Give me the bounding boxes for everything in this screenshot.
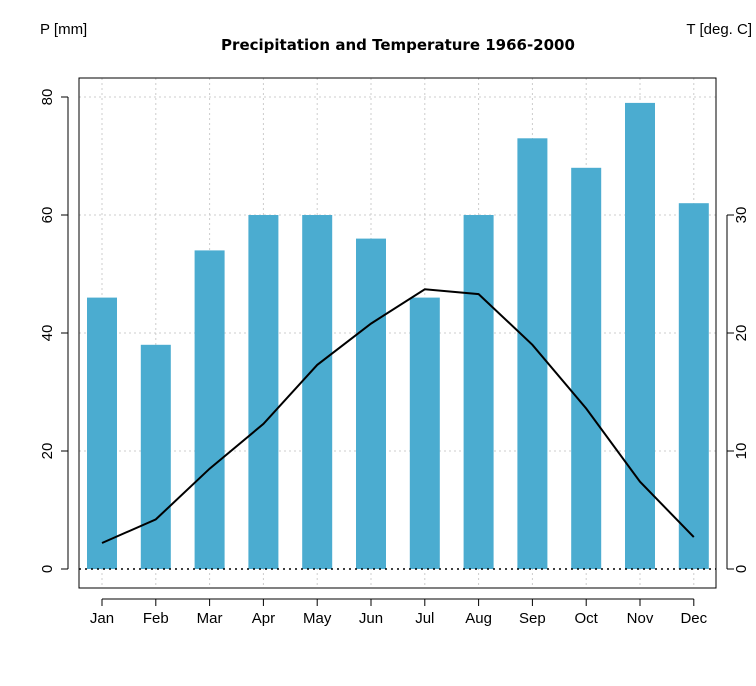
bar-feb [140, 344, 171, 569]
bar-sep [517, 138, 548, 570]
bar-jan [87, 297, 117, 569]
x-tick-label-apr: Apr [252, 610, 275, 627]
left-tick-label: 60 [39, 207, 56, 224]
x-tick-label-aug: Aug [465, 610, 492, 627]
bar-jul [409, 297, 440, 569]
left-axis-label: P [mm] [40, 21, 87, 38]
left-tick-label: 40 [39, 325, 56, 342]
bar-apr [248, 215, 279, 569]
x-tick-label-nov: Nov [627, 610, 654, 627]
left-axis: 0 20 40 60 80 [39, 89, 69, 573]
bar-dec [678, 203, 709, 569]
right-tick-label: 20 [733, 325, 750, 342]
precipitation-bars [87, 102, 709, 570]
left-tick-label: 80 [39, 89, 56, 106]
temperature-line [101, 288, 695, 544]
grid-lines [79, 78, 716, 588]
bar-nov [625, 102, 655, 570]
right-tick-label: 30 [733, 207, 750, 224]
x-tick-label-jan: Jan [90, 610, 114, 627]
bar-jun [356, 238, 386, 569]
x-tick-label-dec: Dec [680, 610, 707, 627]
x-tick-label-may: May [303, 610, 332, 627]
left-tick-label: 20 [39, 443, 56, 460]
right-axis-label: T [deg. C] [686, 21, 752, 38]
x-tick-label-mar: Mar [197, 610, 223, 627]
x-tick-label-oct: Oct [575, 610, 599, 627]
x-tick-label-jun: Jun [359, 610, 383, 627]
bar-mar [194, 250, 225, 569]
bar-aug [463, 215, 494, 569]
plot-frame [78, 77, 717, 589]
chart-title: Precipitation and Temperature 1966-2000 [221, 36, 575, 54]
x-axis: Jan Feb Mar Apr May Jun Jul Aug Sep Oct Nov Dec [90, 598, 708, 627]
x-tick-label-jul: Jul [415, 610, 434, 627]
x-tick-label-feb: Feb [143, 610, 169, 627]
right-tick-label: 10 [733, 443, 750, 460]
x-tick-label-sep: Sep [519, 610, 546, 627]
bar-oct [571, 167, 602, 570]
bar-may [302, 215, 333, 569]
right-axis: 0 10 20 30 [726, 207, 750, 573]
left-tick-label: 0 [39, 565, 56, 573]
right-tick-label: 0 [733, 565, 750, 573]
